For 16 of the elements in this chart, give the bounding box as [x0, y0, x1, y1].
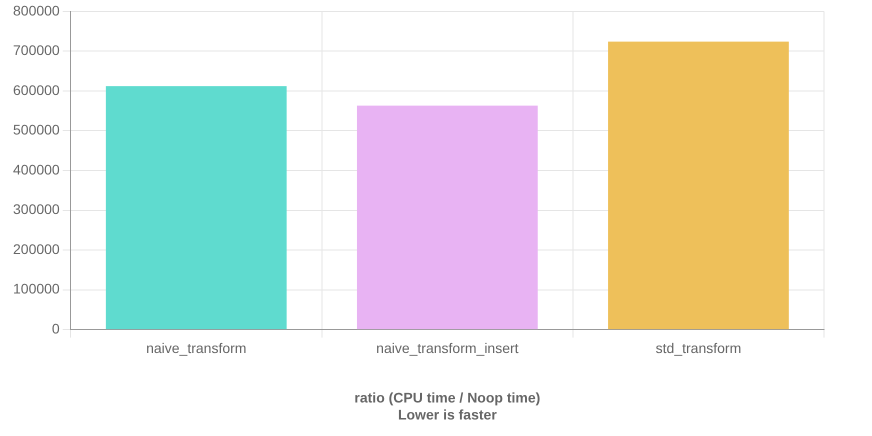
y-tick-label: 300000: [13, 201, 60, 218]
bar: [608, 42, 789, 330]
y-tick-label: 0: [52, 320, 60, 336]
bar: [356, 106, 538, 330]
x-tick-label: naive_transform: [146, 340, 246, 356]
y-tick-label: 700000: [13, 42, 60, 58]
y-tick-label: 800000: [13, 2, 60, 18]
y-tick-label: 400000: [13, 161, 60, 178]
y-tick-label: 500000: [13, 122, 60, 138]
x-tick-label: std_transform: [656, 340, 742, 356]
x-axis-title: ratio (CPU time / Noop time) Lower is faster: [354, 390, 540, 422]
y-tick-label: 200000: [13, 240, 60, 257]
y-tick-label: 100000: [13, 280, 60, 297]
y-tick-label: 600000: [13, 82, 60, 98]
x-tick-label: naive_transform_insert: [376, 340, 519, 356]
bar: [106, 86, 287, 330]
